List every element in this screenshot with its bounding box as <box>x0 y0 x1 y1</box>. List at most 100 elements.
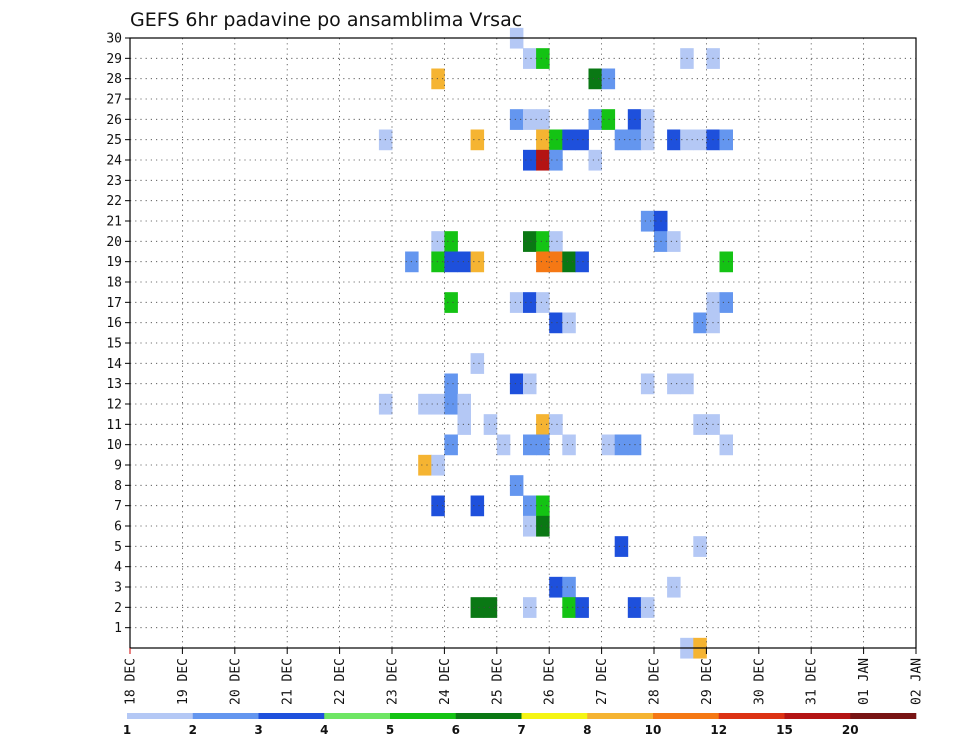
precip-cell <box>640 597 655 618</box>
y-tick-label: 15 <box>106 337 122 352</box>
y-tick-label: 12 <box>106 398 122 413</box>
precip-cell <box>601 109 616 130</box>
colorbar-segment <box>784 713 851 719</box>
precip-cell <box>549 251 563 273</box>
precip-cell <box>536 231 550 252</box>
x-tick-label: 26 DEC <box>543 658 558 705</box>
precip-cell <box>536 495 550 517</box>
precip-cell <box>562 251 576 273</box>
y-tick-label: 24 <box>106 154 122 169</box>
precip-cell <box>444 231 458 252</box>
x-tick-label: 18 DEC <box>124 658 139 705</box>
y-tick-label: 27 <box>106 93 122 108</box>
y-tick-label: 20 <box>106 235 122 250</box>
y-tick-label: 1 <box>114 621 122 636</box>
colorbar-label: 2 <box>189 723 197 737</box>
precip-cell <box>614 536 629 557</box>
precip-cell <box>536 414 550 435</box>
precip-cell <box>444 393 458 415</box>
y-tick-label: 13 <box>106 377 122 392</box>
x-tick-label: 30 DEC <box>752 658 767 705</box>
precip-cell <box>523 495 537 517</box>
precip-cell <box>640 109 655 130</box>
colorbar-label: 4 <box>320 723 328 737</box>
precip-cell <box>562 434 576 456</box>
colorbar-segment <box>258 713 325 719</box>
x-tick-label: 19 DEC <box>176 658 191 705</box>
precip-cell <box>614 129 629 151</box>
grid-lines <box>130 37 916 648</box>
precip-cell <box>444 292 458 313</box>
x-tick-label: 29 DEC <box>700 658 715 705</box>
precip-cell <box>536 149 550 171</box>
precip-cell <box>549 149 563 171</box>
colorbar-segment <box>850 713 917 719</box>
y-tick-label: 28 <box>106 72 122 87</box>
precip-cell <box>431 68 445 90</box>
precip-cell <box>693 312 707 334</box>
colorbar-label: 8 <box>583 723 591 737</box>
y-tick-label: 10 <box>106 438 122 453</box>
precip-cell <box>640 129 655 151</box>
precip-cell <box>549 576 563 598</box>
colorbar-label: 12 <box>710 723 727 737</box>
colorbar-segment <box>521 713 588 719</box>
precip-cell <box>614 434 629 456</box>
precip-cell <box>549 414 563 435</box>
precip-cell <box>457 393 471 415</box>
colorbar-segment <box>455 713 522 719</box>
x-tick-label: 01 JAN <box>857 658 872 705</box>
colorbar-label: 3 <box>254 723 262 737</box>
precip-cell <box>523 231 537 252</box>
precip-cell <box>523 292 537 313</box>
precip-cell <box>536 129 550 151</box>
colorbar-segment <box>192 713 259 719</box>
colorbar-segment <box>324 713 391 719</box>
precip-cell <box>470 495 485 517</box>
precip-cell <box>470 129 485 151</box>
colorbar-segment <box>390 713 457 719</box>
x-tick-label: 23 DEC <box>386 658 401 705</box>
x-tick-label: 24 DEC <box>438 658 453 705</box>
x-tick-label: 22 DEC <box>333 658 348 705</box>
precip-cell <box>693 414 707 435</box>
y-tick-label: 19 <box>106 255 122 270</box>
precip-cell <box>536 251 550 273</box>
precip-cell <box>444 251 458 273</box>
precip-cell <box>667 576 681 598</box>
precip-cell <box>719 434 733 456</box>
colorbar-label: 7 <box>517 723 525 737</box>
y-tick-label: 22 <box>106 194 122 209</box>
precip-cell <box>509 109 524 130</box>
precip-cell <box>523 149 537 171</box>
precip-cell <box>536 48 550 69</box>
precip-cell <box>418 454 432 476</box>
precip-cell <box>719 251 733 273</box>
y-tick-label: 9 <box>114 459 122 474</box>
y-tick-label: 5 <box>114 540 122 555</box>
precip-cell <box>470 353 485 374</box>
precip-cell <box>523 515 537 537</box>
colorbar: 1 2 3 4 5 6 7 8 10 12 15 20 <box>123 713 917 737</box>
precip-cell <box>431 251 445 273</box>
precip-cells <box>378 27 733 659</box>
y-tick-label: 14 <box>106 357 122 372</box>
y-tick-label: 8 <box>114 479 122 494</box>
colorbar-segment <box>718 713 785 719</box>
precip-cell <box>523 434 537 456</box>
precip-cell <box>418 393 432 415</box>
colorbar-label: 1 <box>123 723 131 737</box>
precip-cell <box>457 414 471 435</box>
precip-cell <box>719 292 733 313</box>
precip-cell <box>444 434 458 456</box>
precip-cell <box>536 515 550 537</box>
y-tick-label: 7 <box>114 499 122 514</box>
precip-cell <box>523 597 537 618</box>
x-tick-label: 20 DEC <box>228 658 243 705</box>
precip-cell <box>667 231 681 252</box>
y-tick-label: 26 <box>106 113 122 128</box>
y-tick-label: 18 <box>106 276 122 291</box>
precip-cell <box>719 129 733 151</box>
x-tick-label: 31 DEC <box>805 658 820 705</box>
